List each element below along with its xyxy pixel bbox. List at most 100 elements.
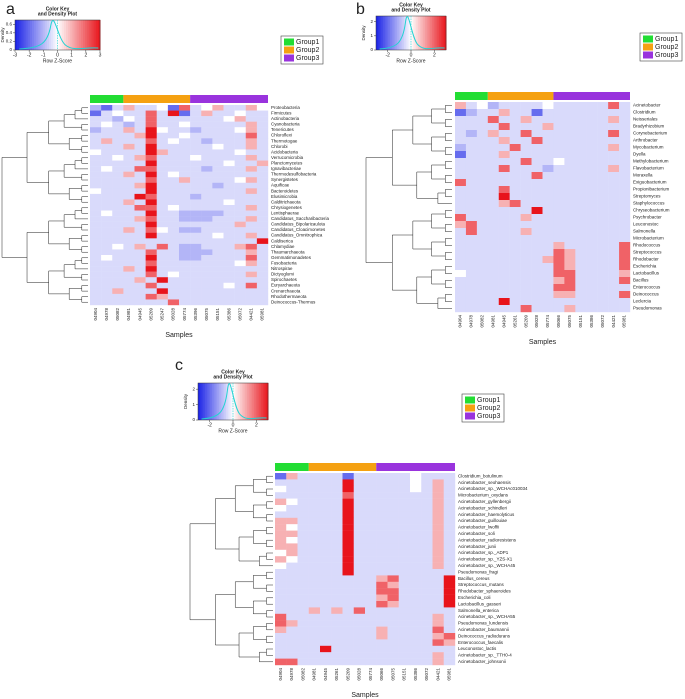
heatmap-cell: [542, 137, 554, 145]
heatmap-cell: [410, 613, 422, 621]
heatmap-cell: [421, 562, 433, 570]
heatmap-cell: [256, 277, 269, 283]
heatmap-cell: [223, 282, 235, 289]
heatmap-cell: [498, 263, 510, 271]
heatmap-cell: [531, 305, 543, 313]
heatmap-cell: [134, 155, 146, 161]
heatmap-cell: [410, 530, 422, 538]
heatmap-cell: [498, 291, 510, 299]
heatmap-cell: [190, 210, 202, 217]
heatmap-cell: [509, 207, 521, 215]
heatmap-cell: [156, 216, 169, 222]
heatmap-cell: [234, 121, 246, 128]
heatmap-cell: [575, 137, 587, 145]
heatmap-cell: [201, 232, 213, 239]
key-gradient: [428, 16, 431, 50]
heatmap-cell: [123, 210, 135, 217]
heatmap-cell: [432, 581, 444, 589]
heatmap-cell: [597, 249, 609, 257]
heatmap-cell: [156, 210, 169, 217]
row-label: Spirochaetes: [271, 277, 298, 282]
heatmap-cell: [308, 633, 321, 640]
heatmap-cell: [597, 186, 609, 194]
heatmap-cell: [376, 588, 388, 595]
sample-label: 05981: [260, 308, 265, 321]
row-label: Acinetobacter: [633, 103, 661, 108]
heatmap-cell: [455, 165, 467, 173]
heatmap-cell: [410, 517, 422, 525]
heatmap-cell: [487, 165, 499, 173]
heatmap-cell: [201, 216, 213, 222]
heatmap-cell: [443, 511, 456, 518]
heatmap-cell: [156, 227, 169, 233]
heatmap-cell: [542, 144, 554, 152]
heatmap-cell: [134, 277, 146, 283]
row-label: Acinetobacter_seohaensis: [458, 480, 512, 485]
heatmap-cell: [432, 537, 444, 544]
heatmap-cell: [167, 299, 180, 306]
heatmap-cell: [421, 485, 433, 493]
heatmap-cell: [353, 575, 366, 582]
heatmap-cell: [320, 652, 332, 659]
heatmap-cell: [387, 562, 399, 570]
key-gradient: [440, 16, 443, 50]
heatmap-cell: [410, 537, 422, 544]
key-gradient: [236, 383, 239, 420]
heatmap-cell: [134, 166, 146, 172]
key-y-tick-label: 0: [9, 47, 12, 52]
heatmap-cell: [179, 205, 191, 211]
sample-label: 04978: [289, 668, 294, 681]
heatmap-cell: [112, 121, 124, 128]
heatmap-cell: [190, 155, 202, 161]
heatmap-cell: [586, 179, 598, 187]
heatmap-cell: [167, 166, 180, 172]
heatmap-cell: [156, 177, 169, 183]
heatmap-cell: [443, 620, 456, 627]
heatmap-cell: [520, 151, 532, 159]
heatmap-cell: [234, 266, 246, 272]
heatmap-cell: [112, 216, 124, 222]
heatmap-cell: [256, 271, 269, 278]
key-gradient: [419, 16, 422, 50]
heatmap-cell: [564, 144, 576, 152]
heatmap-cell: [190, 260, 202, 267]
heatmap-cell: [90, 171, 102, 178]
heatmap-cell: [308, 530, 321, 538]
sample-label: 04981: [126, 308, 131, 321]
heatmap-cell: [179, 121, 191, 128]
heatmap-cell: [520, 221, 532, 229]
heatmap-cell: [201, 132, 213, 139]
heatmap-cell: [179, 143, 191, 150]
heatmap-cell: [112, 182, 124, 189]
heatmap-cell: [297, 473, 309, 480]
sample-label: 05774: [368, 668, 373, 681]
heatmap-cell: [256, 149, 269, 156]
heatmap-cell: [353, 473, 366, 480]
heatmap-cell: [112, 132, 124, 139]
heatmap-cell: [619, 200, 631, 208]
heatmap-cell: [179, 277, 191, 283]
heatmap-cell: [509, 228, 521, 236]
heatmap-cell: [353, 633, 366, 640]
heatmap-cell: [365, 613, 377, 621]
key-y-tick-label: 1: [370, 33, 373, 38]
heatmap-cell: [179, 166, 191, 172]
heatmap-cell: [331, 594, 343, 602]
group-bar: [376, 463, 455, 471]
row-label: Rhodobacter_sphaeroides: [458, 589, 512, 594]
heatmap-cell: [101, 138, 113, 145]
sample-label: 05028: [357, 668, 362, 681]
heatmap-cell: [619, 221, 631, 229]
panel-label: c: [175, 357, 183, 374]
heatmap-cell: [553, 207, 565, 215]
heatmap-cell: [275, 652, 287, 659]
row-label: Firmicutes: [271, 111, 292, 116]
key-gradient: [55, 20, 58, 50]
row-label: Corynebacterium: [633, 131, 668, 136]
heatmap-cell: [353, 601, 366, 608]
heatmap-cell: [465, 305, 478, 313]
heatmap-cell: [145, 177, 157, 183]
heatmap-cell: [190, 149, 202, 156]
heatmap-cell: [443, 556, 456, 563]
heatmap-cell: [212, 149, 224, 156]
